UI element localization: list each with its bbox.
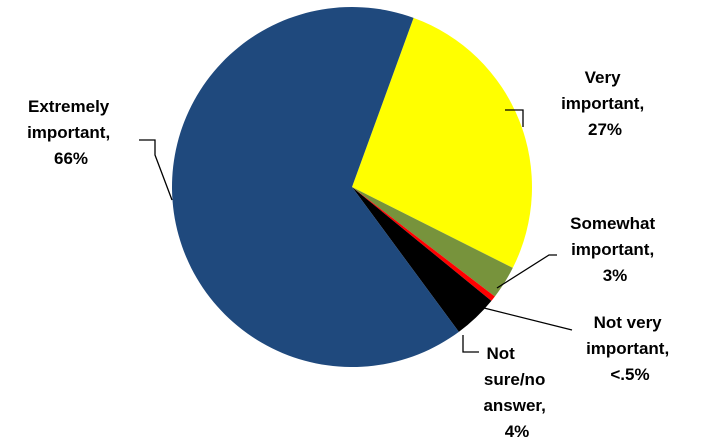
slice-label-line: 66% [54,149,88,168]
slice-label-line: answer, [483,396,545,415]
leader-line-very-important [505,109,524,127]
slice-label-line: 3% [603,266,628,285]
leader-lines [139,109,573,353]
pie-slice-not-sure [352,187,492,332]
pie-slice-very-important [352,17,532,268]
pie-slice-somewhat-important [352,187,513,297]
slice-label-line: important, [586,339,669,358]
leader-line-not-very-important [483,307,573,331]
slice-label-line: Not very [594,313,663,332]
pie-slice-extremely-important [171,7,459,368]
slice-label-line: important, [571,240,654,259]
slice-label-line: Very [585,68,621,87]
slice-label-line: sure/no [484,370,545,389]
slice-label-very-important: Very important, 27% [561,68,649,139]
leader-line-not-sure [462,335,479,353]
slice-label-extremely-important: Extremely important, 66% [27,97,115,168]
slice-label-line: important, [27,123,110,142]
slice-labels: Very important, 27% Somewhat important, … [27,68,674,441]
slice-label-line: Not [486,344,515,363]
pie-slices [171,7,532,368]
slice-label-line: important, [561,94,644,113]
slice-label-line: 4% [505,422,530,441]
pie-slice-not-very-important [352,187,495,301]
slice-label-not-sure: Not sure/no answer, 4% [483,344,550,441]
slice-label-line: Somewhat [570,214,655,233]
slice-label-not-very-important: Not very important, <.5% [586,313,674,384]
slice-label-line: <.5% [610,365,649,384]
leader-line-extremely-important [139,139,173,201]
slice-label-line: 27% [588,120,622,139]
slice-label-line: Extremely [28,97,110,116]
leader-line-somewhat-important [496,254,557,289]
slice-label-somewhat-important: Somewhat important, 3% [570,214,660,285]
